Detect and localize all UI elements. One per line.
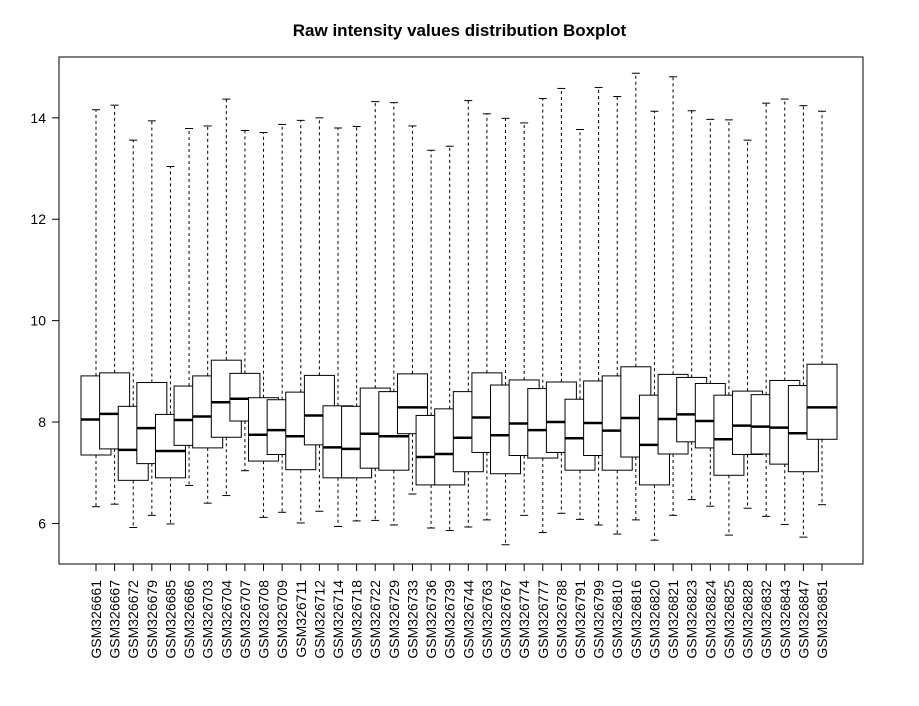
x-tick-label: GSM326847 [795, 580, 811, 659]
x-tick-label: GSM326703 [200, 580, 216, 659]
x-tick-label: GSM326707 [237, 580, 253, 659]
boxes [80, 72, 838, 546]
chart-title: Raw intensity values distribution Boxplo… [293, 21, 627, 40]
x-tick-label: GSM326777 [535, 580, 551, 659]
y-tick-label: 10 [30, 313, 46, 329]
x-tick-label: GSM326685 [162, 580, 178, 659]
x-tick-label: GSM326823 [684, 580, 700, 659]
x-tick-label: GSM326704 [218, 580, 234, 659]
y-axis: 6 8 10 12 14 [30, 110, 60, 531]
y-tick-label: 12 [30, 211, 46, 227]
x-tick-label: GSM326843 [777, 580, 793, 659]
x-tick-label: GSM326739 [442, 580, 458, 659]
x-tick-label: GSM326851 [814, 580, 830, 659]
iqr-box [806, 363, 838, 440]
x-tick-label: GSM326763 [479, 580, 495, 659]
x-tick-label: GSM326828 [740, 580, 756, 659]
x-tick-label: GSM326774 [516, 580, 532, 659]
x-tick-label: GSM326767 [498, 580, 514, 659]
x-tick-label: GSM326733 [404, 580, 420, 659]
x-tick-label: GSM326708 [256, 580, 272, 659]
x-tick-label: GSM326825 [721, 580, 737, 659]
y-tick-label: 8 [38, 414, 46, 430]
x-tick-label: GSM326709 [274, 580, 290, 659]
x-tick-label: GSM326712 [311, 580, 327, 659]
x-tick-label: GSM326791 [572, 580, 588, 659]
x-tick-label: GSM326832 [758, 580, 774, 659]
x-tick-label: GSM326820 [646, 580, 662, 659]
x-tick-label: GSM326718 [349, 580, 365, 659]
x-tick-label: GSM326686 [181, 580, 197, 659]
x-tick-label: GSM326810 [609, 580, 625, 659]
x-tick-label: GSM326788 [553, 580, 569, 659]
x-tick-label: GSM326722 [367, 580, 383, 659]
box-GSM326851 [806, 110, 838, 506]
x-tick-label: GSM326821 [665, 580, 681, 659]
x-tick-label: GSM326711 [293, 580, 309, 658]
y-tick-label: 14 [30, 110, 46, 126]
x-tick-label: GSM326714 [330, 580, 346, 659]
x-tick-label: GSM326729 [386, 580, 402, 659]
x-tick-label: GSM326736 [423, 580, 439, 659]
x-tick-label: GSM326667 [107, 580, 123, 659]
x-tick-label: GSM326679 [144, 580, 160, 659]
x-tick-label: GSM326799 [591, 580, 607, 659]
x-tick-label: GSM326816 [628, 580, 644, 659]
y-tick-label: 6 [38, 515, 46, 531]
x-tick-label: GSM326824 [702, 580, 718, 659]
x-tick-label: GSM326661 [88, 580, 104, 659]
x-tick-label: GSM326672 [125, 580, 141, 659]
x-axis-labels: GSM326661 GSM326667 GSM326672 GSM326679 GSM3… [88, 564, 830, 659]
x-tick-label: GSM326744 [460, 580, 476, 659]
